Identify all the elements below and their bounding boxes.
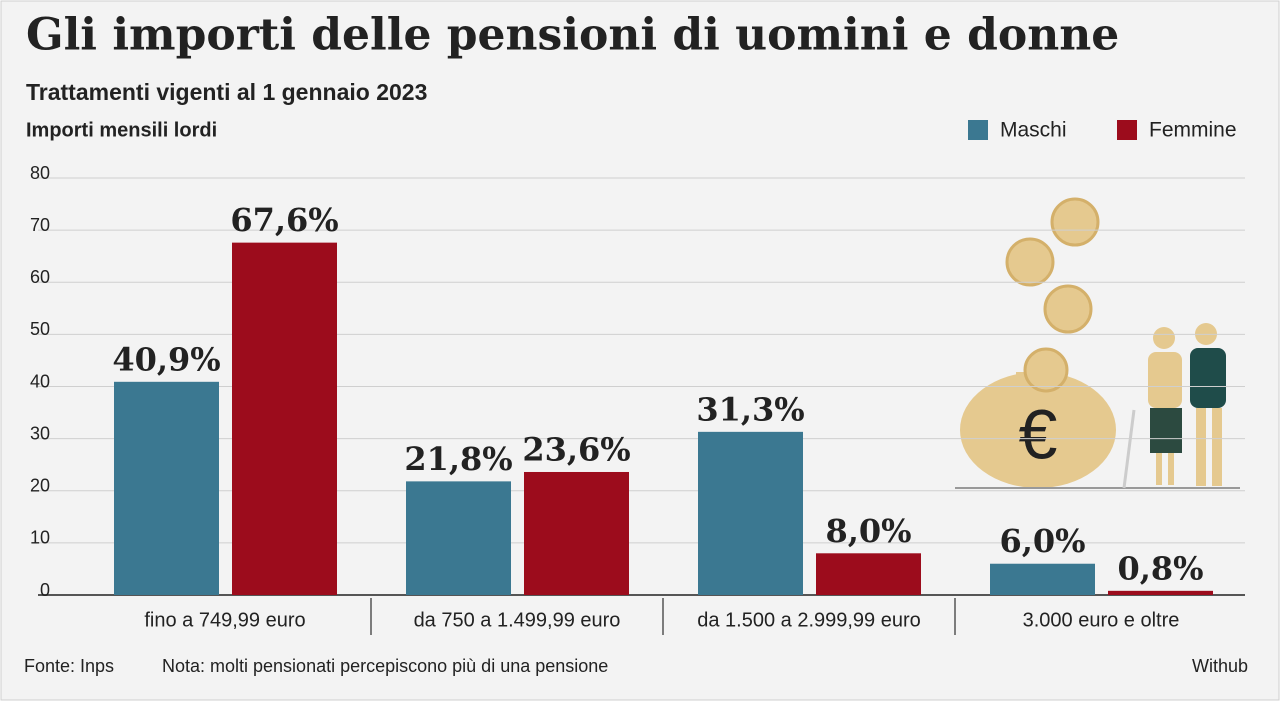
value-label: 6,0% [999,522,1085,560]
legend-swatch [968,120,988,140]
value-label: 0,8% [1117,549,1203,587]
y-tick-label: 10 [30,528,50,548]
value-label: 40,9% [112,340,220,378]
y-tick-label: 30 [30,423,50,443]
bar [114,381,219,595]
bar [232,242,337,595]
value-label: 23,6% [522,430,630,468]
chart-subtitle: Trattamenti vigenti al 1 gennaio 2023 [26,79,427,105]
value-label: 31,3% [696,390,804,428]
x-tick-label: da 750 a 1.499,99 euro [414,609,621,631]
y-tick-label: 50 [30,319,50,339]
y-tick-label: 80 [30,163,50,183]
y-tick-label: 40 [30,371,50,391]
x-tick-label: fino a 749,99 euro [144,609,305,631]
legend-label: Femmine [1149,119,1237,142]
note: Nota: molti pensionati percepiscono più … [162,656,608,676]
value-label: 21,8% [404,440,512,478]
credit: Withub [1192,656,1248,676]
value-label: 67,6% [230,201,338,239]
illustration: € [955,197,1240,489]
bar [406,481,511,595]
chart-title: Gli importi delle pensioni di uomini e d… [26,10,1119,61]
bar [816,553,921,595]
y-tick-label: 70 [30,215,50,235]
legend-swatch [1117,120,1137,140]
x-tick-label: da 1.500 a 2.999,99 euro [697,609,921,631]
bar [698,431,803,595]
x-tick-label: 3.000 euro e oltre [1023,609,1180,631]
bar [524,471,629,595]
bar [1108,590,1213,595]
source: Fonte: Inps [24,656,114,676]
bar [990,563,1095,595]
svg-text:€: € [1019,395,1058,473]
y-tick-label: 60 [30,267,50,287]
y-tick-label: 20 [30,476,50,496]
legend-label: Maschi [1000,119,1067,142]
y-axis-label: Importi mensili lordi [26,119,217,141]
y-tick-label: 0 [40,580,50,600]
value-label: 8,0% [825,512,911,550]
